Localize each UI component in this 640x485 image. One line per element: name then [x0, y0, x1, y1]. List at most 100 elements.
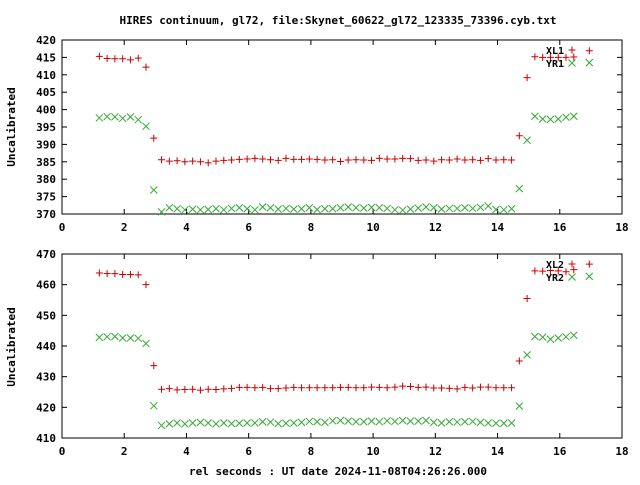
x-point [181, 205, 189, 214]
top-y-tick-label: 400 [36, 104, 56, 117]
plus-point [189, 385, 197, 393]
plus-point [422, 383, 430, 391]
bottom-x-axis-label: rel seconds : UT date 2024-11-08T04:26:2… [189, 465, 487, 478]
x-point [375, 417, 384, 426]
bottom-x-tick-label: 10 [366, 445, 379, 458]
plus-point [329, 156, 337, 164]
plus-point [368, 156, 376, 164]
x-point [367, 417, 376, 425]
bottom-x-tick-label: 0 [59, 445, 66, 458]
top-y-tick-label: 420 [36, 34, 56, 47]
x-point [274, 205, 283, 213]
x-point [134, 115, 143, 124]
x-point [173, 204, 181, 213]
x-point [538, 333, 547, 341]
x-point [103, 112, 111, 121]
plus-point [554, 267, 562, 275]
top-legend-label-yr1: YR1 [546, 59, 564, 70]
x-point [422, 416, 430, 425]
x-point [157, 208, 166, 216]
x-point [243, 419, 251, 427]
x-point [212, 204, 220, 213]
x-point [437, 419, 446, 427]
plus-point [570, 266, 578, 274]
top-legend-label-xl1: XL1 [546, 46, 564, 57]
bottom-y-tick-label: 430 [36, 371, 56, 384]
plus-point [251, 384, 259, 392]
top-x-tick-label: 2 [121, 221, 128, 234]
plus-point [500, 384, 508, 392]
plus-point [336, 383, 344, 391]
x-point [359, 204, 368, 212]
plus-point [142, 63, 150, 71]
x-point [336, 416, 345, 425]
plus-point [523, 294, 531, 302]
x-point [429, 203, 438, 212]
x-point [142, 339, 150, 348]
plus-point [562, 53, 570, 61]
plus-point [438, 156, 446, 164]
top-y-tick-label: 410 [36, 69, 56, 82]
x-point [266, 203, 275, 212]
x-point [212, 420, 220, 428]
plus-point [274, 385, 282, 393]
top-y-tick-label: 415 [36, 51, 56, 64]
bottom-x-tick-label: 4 [183, 445, 190, 458]
plus-point [484, 383, 492, 391]
x-point [398, 416, 407, 425]
plus-point [111, 270, 119, 278]
x-point [251, 205, 259, 214]
top-plot-panel: Uncalibrated 0 2 4 6 8 10 12 14 16 18 370 375 380 385… [5, 34, 629, 234]
plus-point [313, 384, 321, 392]
plus-point [103, 54, 111, 62]
x-point [118, 334, 127, 342]
x-point [227, 204, 236, 213]
x-point [453, 204, 461, 213]
x-point [289, 205, 298, 213]
x-point [165, 420, 174, 428]
x-point [258, 417, 267, 426]
plus-point [243, 383, 251, 391]
bottom-legend-marker-xl2 [568, 260, 576, 268]
x-point [188, 419, 197, 427]
x-point [118, 114, 127, 123]
x-point [499, 419, 508, 428]
plus-point [375, 383, 383, 391]
plus-point [126, 56, 134, 64]
x-point [313, 417, 321, 426]
plus-point [259, 155, 267, 163]
plus-point [562, 268, 570, 276]
plus-point [204, 159, 212, 167]
plus-point [181, 158, 189, 166]
bottom-y-tick-label: 460 [36, 279, 56, 292]
x-point [297, 418, 306, 427]
x-point [95, 114, 104, 122]
plus-point [461, 383, 469, 391]
plus-point [243, 155, 251, 163]
bottom-x-tick-label: 18 [615, 445, 628, 458]
x-point [531, 112, 539, 121]
bottom-legend-label-yr2: YR2 [546, 273, 564, 284]
plus-point [196, 158, 204, 166]
plus-point [290, 155, 298, 163]
top-x-tick-label: 4 [183, 221, 190, 234]
x-point [274, 419, 283, 428]
plus-point [189, 157, 197, 165]
bottom-x-tick-label: 16 [553, 445, 567, 458]
top-x-tick-label: 14 [491, 221, 505, 234]
plus-point [570, 53, 578, 61]
plus-point [321, 156, 329, 164]
x-point [219, 205, 228, 214]
x-point [523, 136, 531, 145]
bottom-y-tick-label: 470 [36, 248, 56, 261]
bottom-series-yr2 [95, 272, 594, 430]
plus-point [344, 383, 352, 391]
plus-point [383, 384, 391, 392]
x-point [367, 203, 376, 212]
x-point [406, 417, 415, 425]
bottom-x-tick-label: 2 [121, 445, 128, 458]
plus-point [391, 155, 399, 163]
top-x-tick-label: 16 [553, 221, 567, 234]
plus-point [119, 271, 127, 279]
plus-point [150, 362, 158, 370]
